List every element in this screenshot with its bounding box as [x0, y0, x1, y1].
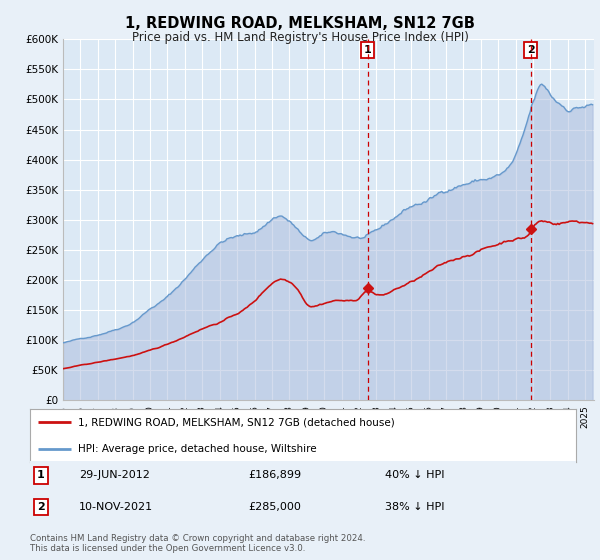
Text: Contains HM Land Registry data © Crown copyright and database right 2024.
This d: Contains HM Land Registry data © Crown c… — [30, 534, 365, 553]
Text: 1: 1 — [37, 470, 45, 480]
Text: HPI: Average price, detached house, Wiltshire: HPI: Average price, detached house, Wilt… — [78, 444, 317, 454]
Text: £186,899: £186,899 — [248, 470, 302, 480]
Text: 1, REDWING ROAD, MELKSHAM, SN12 7GB (detached house): 1, REDWING ROAD, MELKSHAM, SN12 7GB (det… — [78, 417, 395, 427]
Text: 2: 2 — [37, 502, 45, 512]
Text: 40% ↓ HPI: 40% ↓ HPI — [385, 470, 445, 480]
Text: 2: 2 — [527, 45, 535, 55]
Text: 10-NOV-2021: 10-NOV-2021 — [79, 502, 153, 512]
Text: 29-JUN-2012: 29-JUN-2012 — [79, 470, 150, 480]
Text: £285,000: £285,000 — [248, 502, 301, 512]
Text: 38% ↓ HPI: 38% ↓ HPI — [385, 502, 445, 512]
Text: Price paid vs. HM Land Registry's House Price Index (HPI): Price paid vs. HM Land Registry's House … — [131, 31, 469, 44]
Text: 1: 1 — [364, 45, 371, 55]
Text: 1, REDWING ROAD, MELKSHAM, SN12 7GB: 1, REDWING ROAD, MELKSHAM, SN12 7GB — [125, 16, 475, 31]
